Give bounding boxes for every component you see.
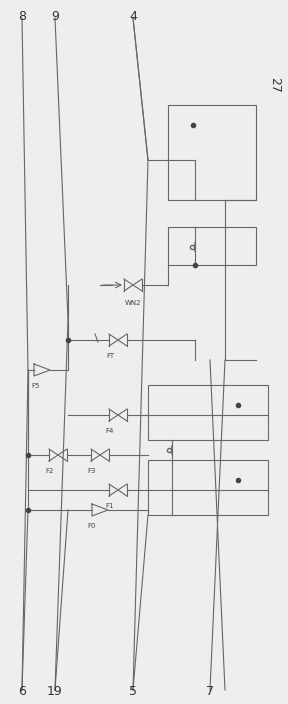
- Text: 4: 4: [129, 10, 137, 23]
- Text: 27: 27: [268, 77, 281, 93]
- Text: F5: F5: [32, 383, 40, 389]
- Text: F4: F4: [106, 428, 114, 434]
- Text: 5: 5: [129, 685, 137, 698]
- Text: FT: FT: [106, 353, 114, 359]
- Text: F0: F0: [88, 523, 96, 529]
- Text: F1: F1: [106, 503, 114, 509]
- Text: 7: 7: [206, 685, 214, 698]
- Text: 19: 19: [47, 685, 63, 698]
- Text: WN2: WN2: [125, 300, 141, 306]
- Text: F3: F3: [88, 468, 96, 474]
- Bar: [148, 460, 268, 515]
- Bar: [168, 105, 256, 200]
- Text: 9: 9: [51, 10, 59, 23]
- Text: 8: 8: [18, 10, 26, 23]
- Bar: [148, 385, 268, 440]
- Bar: [168, 227, 256, 265]
- Text: F2: F2: [46, 468, 54, 474]
- Text: 6: 6: [18, 685, 26, 698]
